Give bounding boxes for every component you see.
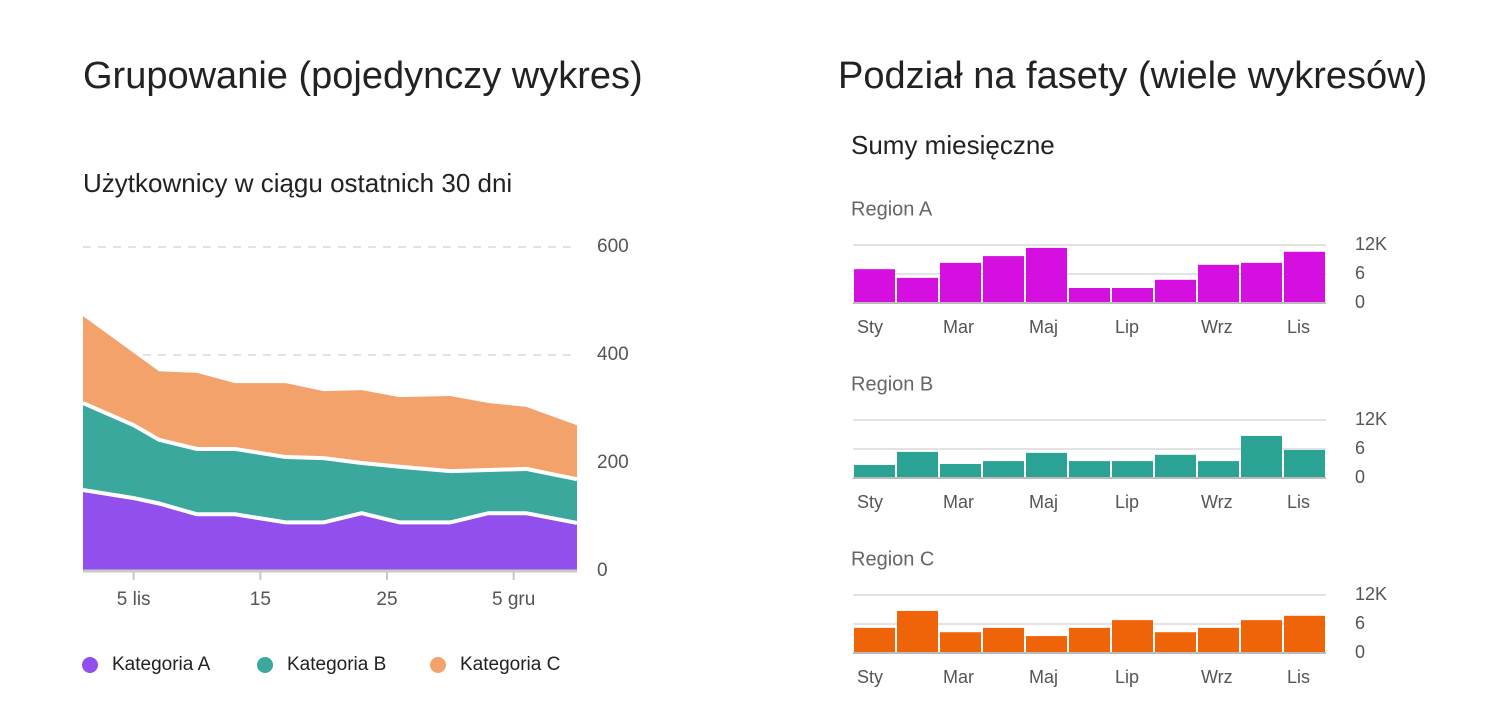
bar [940,262,981,303]
y-tick-label: 6 [1355,438,1365,458]
bar [1069,288,1110,303]
y-tick-label: 600 [597,236,629,257]
bar [1026,636,1067,653]
x-tick-label: Mar [943,667,974,687]
x-tick-label: Maj [1029,667,1058,687]
x-tick-label: Lis [1287,492,1310,512]
area [83,490,577,571]
x-tick-label: Maj [1029,317,1058,337]
x-tick-label: Sty [857,492,883,512]
y-tick-label: 0 [597,560,608,581]
area [83,316,577,480]
bar [1112,461,1153,478]
x-tick-label: Lip [1115,492,1139,512]
facet-title: Region C [851,548,934,570]
bar [1155,279,1196,303]
x-tick-label: Sty [857,317,883,337]
facet-title: Region B [851,373,933,395]
bar [1112,288,1153,303]
legend-label: Kategoria A [112,654,211,675]
x-tick-label: 5 lis [117,589,151,610]
legend-swatch [257,657,273,673]
panel-heading: Podział na fasety (wiele wykresów) [838,55,1427,97]
bar [854,464,895,478]
legend-swatch [82,657,98,673]
bar [897,610,938,653]
y-tick-label: 6 [1355,613,1365,633]
x-tick-label: 25 [376,589,397,610]
x-tick-label: Mar [943,492,974,512]
x-tick-label: Wrz [1201,317,1233,337]
bar [1241,435,1282,478]
y-tick-label: 200 [597,452,629,473]
x-tick-label: Wrz [1201,492,1233,512]
series-separator [82,401,578,482]
x-tick-label: Wrz [1201,667,1233,687]
bar [1026,247,1067,303]
bar [983,461,1024,478]
area [83,403,577,523]
bar [1069,461,1110,478]
bar [1284,251,1325,303]
panel-heading: Grupowanie (pojedynczy wykres) [83,55,643,97]
bar [1198,461,1239,478]
x-tick-label: Mar [943,317,974,337]
bar [897,277,938,303]
bar [1112,620,1153,653]
bar [1155,632,1196,653]
legend-label: Kategoria B [287,654,386,675]
x-tick-label: 15 [250,589,271,610]
y-tick-label: 400 [597,344,629,365]
chart-title: Użytkownicy w ciągu ostatnich 30 dni [83,168,512,198]
y-tick-label: 0 [1355,642,1365,662]
bar [1241,262,1282,303]
x-tick-label: Lis [1287,317,1310,337]
y-tick-label: 0 [1355,292,1365,312]
x-tick-label: Lis [1287,667,1310,687]
bar [1198,627,1239,653]
bar [897,451,938,478]
x-tick-label: Sty [857,667,883,687]
y-tick-label: 12K [1355,584,1387,604]
x-tick-label: 5 gru [492,589,535,610]
bar [854,269,895,303]
bar [983,256,1024,303]
legend-label: Kategoria C [460,654,560,675]
series-separator [82,488,578,525]
y-tick-label: 6 [1355,263,1365,283]
bar [983,627,1024,653]
facet-title: Region A [851,198,933,220]
x-tick-label: Maj [1029,492,1058,512]
y-tick-label: 0 [1355,467,1365,487]
bar [1198,264,1239,303]
bar [854,627,895,653]
x-tick-label: Lip [1115,317,1139,337]
y-tick-label: 12K [1355,409,1387,429]
bar [1069,627,1110,653]
bar [1241,620,1282,653]
bar [940,463,981,478]
panel-subtitle: Sumy miesięczne [851,130,1055,160]
bar [1026,452,1067,478]
legend-swatch [430,657,446,673]
bar [1155,454,1196,478]
bar [1284,449,1325,478]
y-tick-label: 12K [1355,234,1387,254]
bar [1284,615,1325,653]
bar [940,632,981,653]
x-tick-label: Lip [1115,667,1139,687]
